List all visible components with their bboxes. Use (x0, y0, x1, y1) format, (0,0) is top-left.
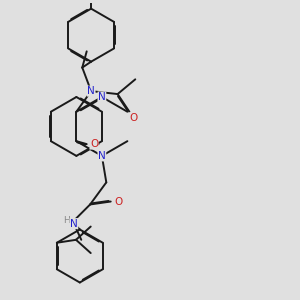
Text: N: N (98, 92, 106, 102)
Text: O: O (90, 139, 98, 149)
Text: O: O (114, 196, 122, 206)
Text: N: N (70, 219, 78, 229)
Text: O: O (130, 112, 138, 123)
Text: N: N (98, 151, 106, 161)
Text: H: H (63, 216, 70, 225)
Text: N: N (87, 86, 95, 96)
